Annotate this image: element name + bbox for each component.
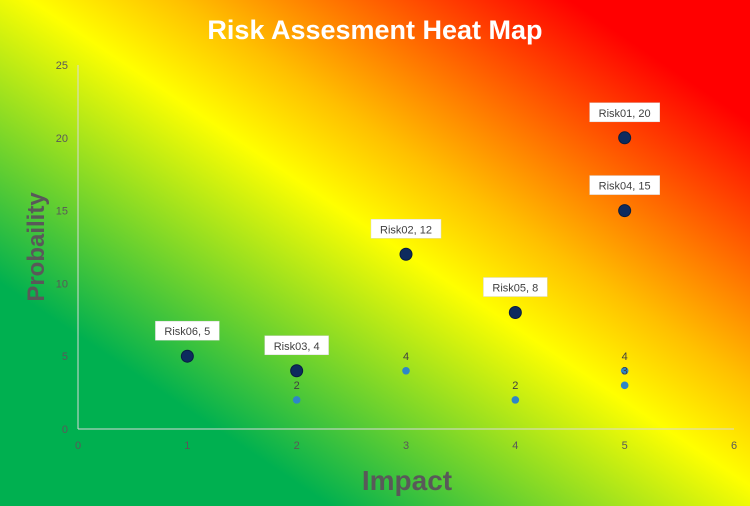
secondary-point-label: 4 — [622, 351, 628, 363]
risk-label: Risk02, 12 — [370, 219, 442, 239]
x-tick-label: 6 — [731, 440, 737, 452]
risk-label-box — [155, 320, 220, 341]
x-tick-label: 3 — [403, 440, 409, 452]
y-tick-label: 10 — [56, 278, 68, 290]
chart-title: Risk Assesment Heat Map — [207, 15, 542, 45]
secondary-point — [620, 366, 629, 375]
risk-label: Risk04, 15 — [589, 175, 660, 195]
risk-label-text: Risk05, 8 — [492, 283, 538, 295]
y-tick-label: 0 — [62, 424, 68, 436]
risk-label-box — [264, 335, 329, 356]
risk-label-text: Risk03, 4 — [274, 341, 320, 353]
risk-label: Risk01, 20 — [589, 102, 660, 123]
x-tick-label: 5 — [622, 440, 628, 452]
axes: 0 1 2 3 4 5 6 0 5 10 15 20 25 — [56, 60, 737, 452]
secondary-point-label: 2 — [294, 380, 300, 392]
risk-point — [180, 349, 194, 363]
y-tick-label: 15 — [56, 206, 68, 218]
risk-label-box — [589, 175, 660, 195]
risk-point — [618, 204, 632, 218]
risk-label-box — [483, 277, 548, 297]
risk-label-box — [370, 219, 442, 239]
y-tick-label: 25 — [56, 60, 68, 72]
risk-label: Risk06, 5 — [155, 320, 220, 341]
risk-point — [399, 247, 413, 261]
x-tick-label: 1 — [184, 440, 190, 452]
risk-point — [290, 364, 304, 378]
risk-point — [618, 131, 632, 145]
risk-label-text: Risk02, 12 — [380, 224, 432, 236]
secondary-point-label: 2 — [512, 380, 518, 392]
y-axis-title: Probaility — [23, 192, 50, 302]
risk-label-text: Risk01, 20 — [599, 108, 651, 120]
x-tick-label: 4 — [512, 440, 518, 452]
x-tick-label: 0 — [75, 440, 81, 452]
risk-label: Risk03, 4 — [264, 335, 329, 356]
secondary-point-label: 3 — [622, 365, 628, 377]
risk-label: Risk05, 8 — [483, 277, 548, 297]
secondary-point — [402, 366, 410, 375]
secondary-point — [292, 396, 301, 404]
secondary-point — [620, 381, 629, 390]
risk-label-text: Risk04, 15 — [599, 181, 651, 193]
risk-point — [508, 306, 522, 320]
data-marks: 2 4 2 4 3 Risk01, 20 Risk04, 15 Risk02, 12 Risk0… — [155, 102, 660, 404]
secondary-point-label: 4 — [403, 351, 409, 363]
x-tick-label: 2 — [294, 440, 300, 452]
risk-label-box — [589, 102, 660, 123]
x-axis-title: Impact — [362, 465, 452, 496]
y-tick-label: 5 — [62, 351, 68, 363]
secondary-point — [511, 396, 520, 404]
y-tick-label: 20 — [56, 133, 68, 145]
risk-label-text: Risk06, 5 — [164, 326, 210, 338]
